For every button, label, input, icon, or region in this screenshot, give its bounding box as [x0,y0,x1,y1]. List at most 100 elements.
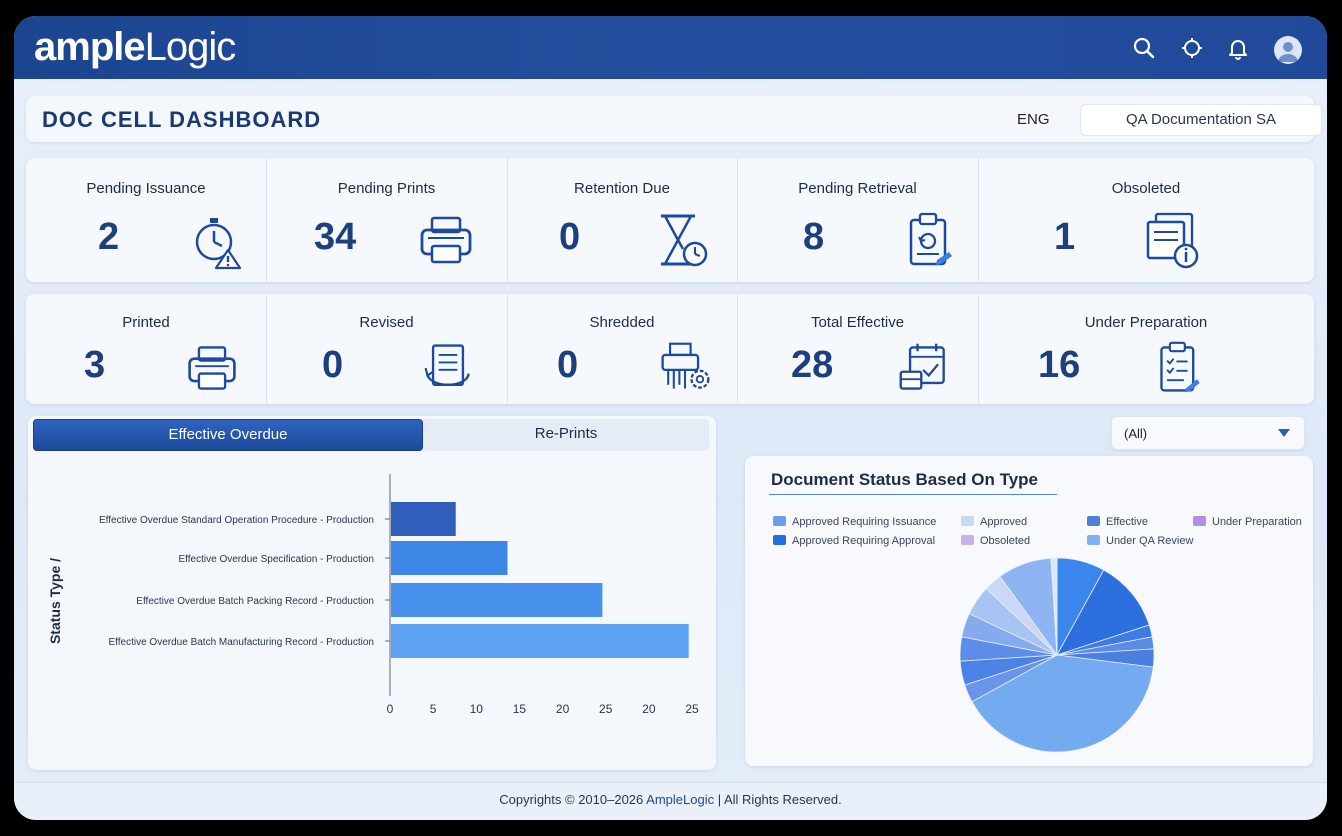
bar-category-label: Effective Overdue Standard Operation Pro… [99,515,374,526]
stat-value: 0 [559,216,581,258]
tab-effective-overdue[interactable]: Effective Overdue [33,419,423,451]
legend-swatch [1087,516,1100,526]
stopwatch-warning-icon [188,210,248,270]
stat-value: 16 [1038,344,1081,386]
copyright-suffix: | All Rights Reserved. [714,792,842,807]
stat-label: Pending Prints [337,180,436,197]
stat-value: 0 [557,344,579,386]
x-tick-label: 25 [685,702,699,716]
chart-tab-bar: Effective Overdue Re-Prints [33,419,709,451]
x-tick-label: 15 [513,702,527,716]
chevron-down-icon [1277,426,1291,444]
y-axis-label: Status Type / [47,558,63,644]
legend-swatch [961,516,974,526]
bar[interactable] [391,541,508,575]
x-tick-label: 20 [556,702,570,716]
department-select[interactable]: QA Documentation SA [1080,104,1322,136]
printer-icon [416,210,476,270]
legend-item[interactable]: Obsoleted [961,535,1030,547]
tab-re-prints[interactable]: Re-Prints [534,425,598,442]
pie-slice[interactable] [1056,569,1150,656]
pie-slice[interactable] [971,654,1154,753]
footer: Copyrights © 2010–2026 AmpleLogic | All … [14,782,1327,820]
legend-swatch [773,516,786,526]
bar-category-label: Effective Overdue Batch Packing Record -… [136,596,374,607]
stat-value: 1 [1054,216,1076,258]
bell-icon[interactable] [1226,36,1250,60]
stat-card-shredded[interactable]: Shredded 0 [507,294,738,404]
search-icon[interactable] [1132,36,1156,60]
legend-item[interactable]: Under Preparation [1193,516,1302,528]
bar[interactable] [391,583,603,617]
overdue-bar-chart: Effective Overdue Standard Operation Pro… [47,474,699,716]
bar-category-label: Effective Overdue Batch Manufacturing Re… [108,637,374,648]
document-revise-icon [420,340,476,396]
filter-selected-value: (All) [1124,426,1148,441]
stat-card-pending-prints[interactable]: Pending Prints 34 [266,158,508,282]
stat-card-printed[interactable]: Printed 3 [26,294,267,404]
legend-swatch [1087,535,1100,545]
stat-value: 0 [322,344,344,386]
checklist-icon [1154,340,1210,396]
legend-label: Obsoleted [980,535,1031,547]
stat-value: 3 [84,344,106,386]
legend-swatch [773,535,786,545]
legend-swatch [961,535,974,545]
calendar-check-icon [897,340,953,396]
stat-card-retention-due[interactable]: Retention Due 0 [507,158,738,282]
legend-item[interactable]: Approved Requiring Approval [773,535,935,547]
stats-row-2: Printed 3 Revised 0 Shredded 0 Total Eff… [26,294,1314,404]
stat-card-obsoleted[interactable]: Obsoleted 1 [978,158,1314,282]
overdue-chart-panel: Effective Overdue Re-Prints Effective Ov… [28,416,716,770]
stat-label: Under Preparation [1084,314,1208,331]
stat-value: 28 [791,344,834,386]
stat-value: 2 [98,216,120,258]
app-frame: ampleLogic DOC CELL DASHBOARD ENG QA Doc… [14,16,1327,820]
target-icon[interactable] [1180,36,1204,60]
bar[interactable] [391,624,689,658]
x-tick-label: 10 [470,702,484,716]
legend-label: Approved [980,516,1028,528]
user-avatar-icon[interactable] [1274,36,1302,64]
stat-label: Shredded [589,314,655,331]
documents-info-icon [1142,210,1202,270]
amplelogic-logo[interactable]: ampleLogic [34,22,236,72]
x-tick-label: 25 [599,702,613,716]
x-tick-label: 20 [642,702,656,716]
stat-label: Pending Issuance [86,180,206,197]
x-tick-label: 5 [430,702,437,716]
shredder-gear-icon [657,340,713,396]
bar[interactable] [391,502,456,536]
title-underline [769,494,1057,495]
legend-item[interactable]: Approved [961,516,1027,528]
stat-card-pending-retrieval[interactable]: Pending Retrieval 8 [737,158,979,282]
legend-label: Approved Requiring Approval [792,535,936,547]
stat-label: Total Effective [810,314,905,331]
top-navbar: ampleLogic [14,16,1327,79]
stat-label: Revised [359,314,414,331]
x-tick-label: 0 [387,702,394,716]
stat-label: Obsoleted [1111,180,1181,197]
legend-item[interactable]: Approved Requiring Issuance [773,516,936,528]
bar-category-label: Effective Overdue Specification - Produc… [179,554,374,565]
pie-chart-title: Document Status Based On Type [771,470,1039,489]
stat-card-pending-issuance[interactable]: Pending Issuance 2 [26,158,267,282]
language-selector[interactable]: ENG [1017,111,1050,128]
legend-item[interactable]: Under QA Review [1087,535,1193,547]
stat-card-under-preparation[interactable]: Under Preparation 16 [978,294,1314,404]
stat-card-total-effective[interactable]: Total Effective 28 [737,294,979,404]
footer-brand-link[interactable]: AmpleLogic [646,792,715,807]
legend-label: Approved Requiring Issuance [792,516,937,528]
clipboard-retrieval-icon [901,210,961,270]
pie-slice[interactable] [1050,557,1058,656]
page-header: DOC CELL DASHBOARD ENG QA Documentation … [26,96,1322,142]
stat-label: Printed [122,314,170,331]
legend-label: Under QA Review [1106,535,1194,547]
hourglass-clock-icon [653,210,713,270]
type-filter-dropdown[interactable]: (All) [1111,416,1305,450]
legend-item[interactable]: Effective [1087,516,1148,528]
stat-card-revised[interactable]: Revised 0 [266,294,508,404]
copyright-prefix: Copyrights © 2010–2026 [499,792,647,807]
stat-value: 34 [314,216,357,258]
stat-value: 8 [803,216,825,258]
